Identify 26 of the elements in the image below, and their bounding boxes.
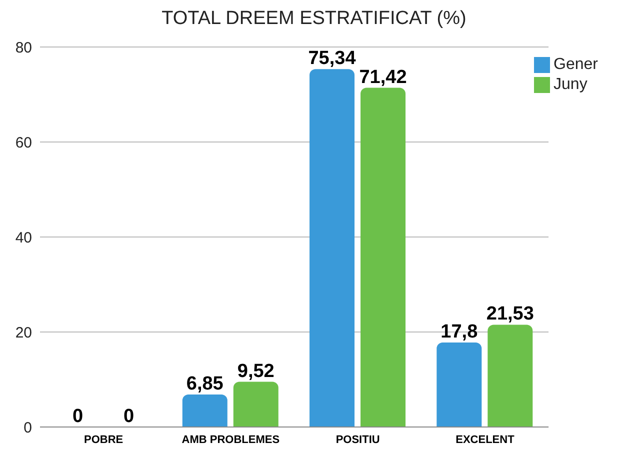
bar [360,88,406,427]
y-tick-label: 40 [15,229,32,246]
x-tick-label: EXCELENT [456,434,515,446]
legend-label: Juny [554,76,588,93]
legend-label: Gener [554,56,598,73]
bar [488,324,533,427]
x-tick-label: POSITIU [336,434,380,446]
bar [233,382,278,427]
data-label: 71,42 [359,66,407,88]
bar [436,342,482,427]
data-label: 6,85 [186,373,224,394]
chart-title: TOTAL DREEM ESTRATIFICAT (%) [160,8,468,30]
data-label: 0 [123,406,134,427]
data-label: 17,8 [440,321,478,342]
bar [310,69,355,427]
x-tick-label: POBRE [84,434,124,446]
bar [182,394,228,427]
y-tick-label: 60 [15,134,32,152]
y-tick-label: 0 [24,419,32,436]
data-label: 75,34 [308,48,356,70]
y-tick-label: 80 [15,39,32,56]
y-tick-label: 20 [15,324,32,342]
data-label: 0 [72,406,84,427]
data-label: 9,52 [237,360,274,382]
x-tick-label: AMB PROBLEMES [182,434,280,446]
data-label: 21,53 [486,304,534,325]
